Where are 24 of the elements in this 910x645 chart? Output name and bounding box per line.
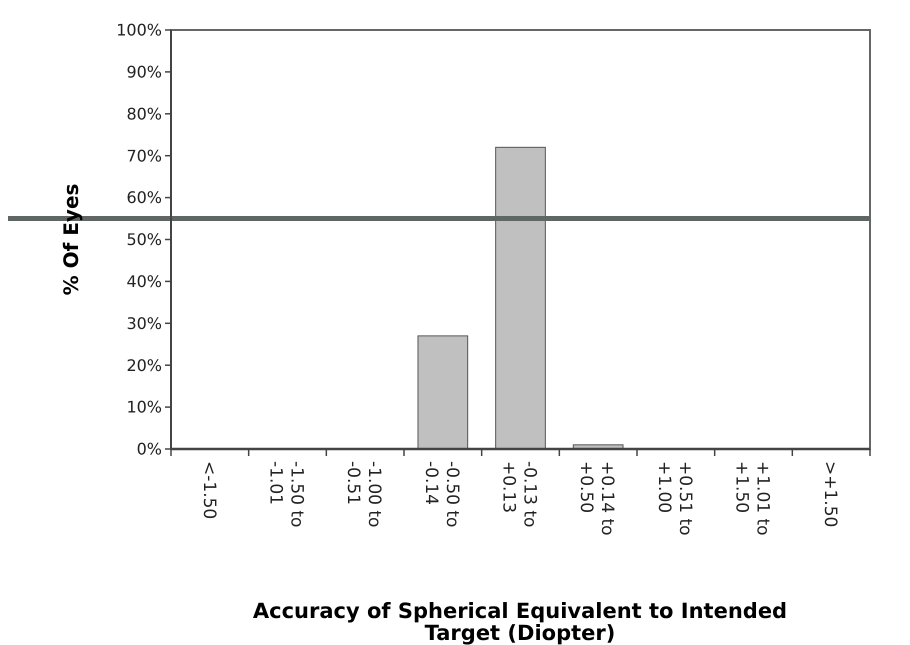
x-tick-label: -1.50 to -1.01 — [266, 461, 306, 528]
y-tick-label: 80% — [126, 104, 162, 124]
x-axis-title: Accuracy of Spherical Equivalent to Intended Target (Diopter) — [252, 599, 788, 645]
bar — [495, 146, 546, 450]
y-tick-label: 100% — [116, 20, 162, 40]
bar — [417, 335, 468, 450]
y-tick-label: 20% — [126, 356, 162, 375]
y-tick-label: 70% — [126, 146, 162, 166]
x-tick-label: -1.00 to -0.51 — [343, 461, 384, 528]
y-tick-label: 40% — [126, 272, 162, 291]
y-tick-label: 90% — [126, 62, 162, 82]
x-tick-label: -0.13 to +0.13 — [498, 461, 540, 528]
y-tick-label: 0% — [136, 440, 162, 459]
y-tick-label: 60% — [126, 188, 162, 208]
x-tick-label: +1.01 to +1.50 — [732, 461, 772, 536]
y-axis-title: % Of Eyes — [59, 184, 83, 296]
x-tick-label: +0.14 to +0.50 — [576, 461, 618, 536]
y-tick-label: 10% — [126, 398, 162, 417]
x-tick-label: >+1.50 — [820, 461, 840, 528]
y-tick-label: 50% — [126, 230, 162, 250]
x-tick-label: +0.51 to +1.00 — [654, 461, 695, 536]
y-tick-label: 30% — [126, 314, 162, 333]
x-tick-label: -0.50 to -0.14 — [420, 461, 462, 528]
x-tick-label: <-1.50 — [198, 461, 219, 520]
